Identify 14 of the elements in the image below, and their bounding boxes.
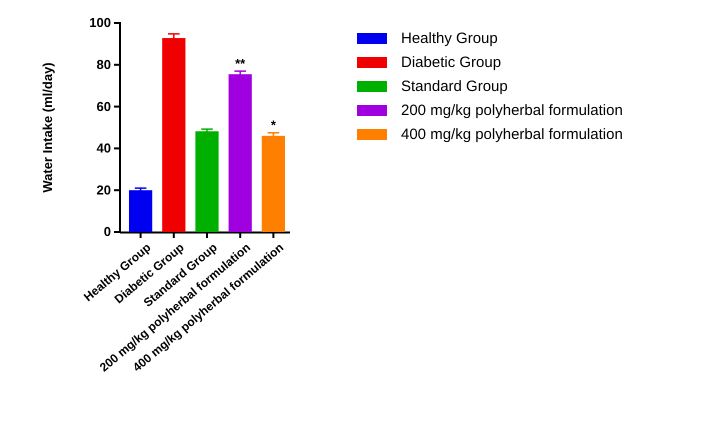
y-tick-label: 0: [104, 224, 111, 240]
legend-label: Healthy Group: [401, 30, 498, 47]
y-tick-label: 40: [96, 140, 111, 156]
annotation: *: [270, 118, 277, 133]
y-tick-label: 60: [96, 98, 111, 114]
legend-label: 400 mg/kg polyherbal formulation: [401, 126, 623, 143]
legend-label: Standard Group: [401, 78, 508, 95]
y-tick-label: 100: [89, 15, 111, 30]
y-tick-label: 20: [96, 182, 111, 198]
y-axis-title: Water Intake (ml/day): [40, 62, 55, 193]
legend-label: Diabetic Group: [401, 54, 502, 71]
annotation: **: [235, 56, 246, 72]
y-tick-label: 80: [96, 56, 111, 72]
legend-label: 200 mg/kg polyherbal formulation: [401, 102, 623, 119]
